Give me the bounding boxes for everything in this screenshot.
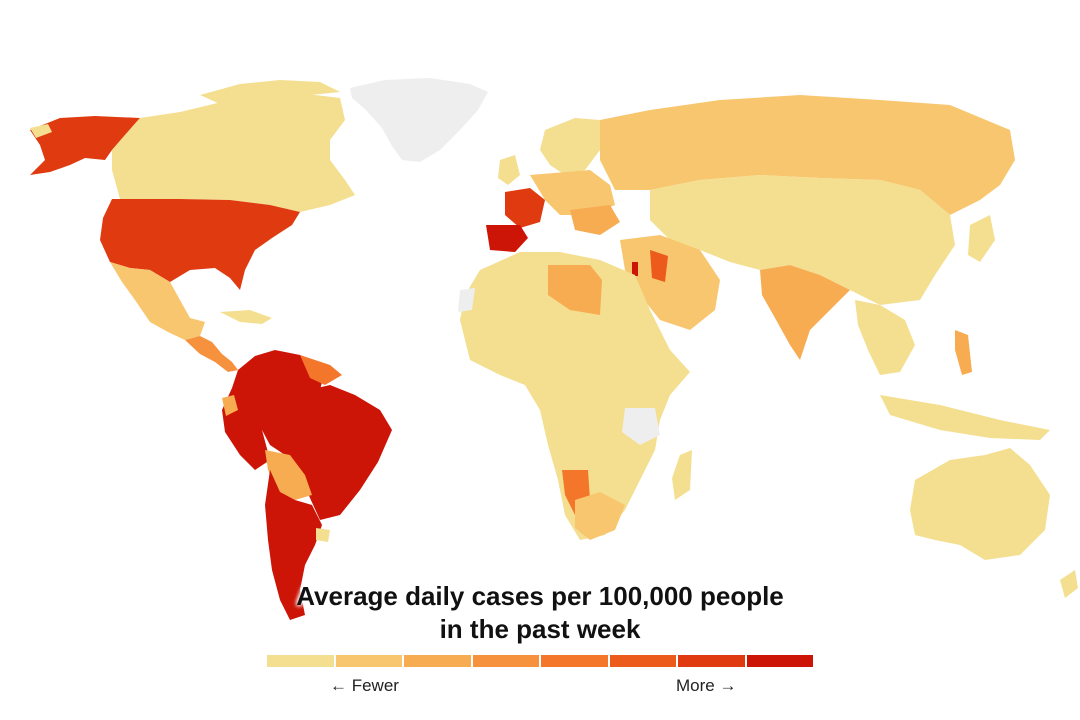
- region-greenland: [350, 78, 488, 162]
- map-title-line-1: Average daily cases per 100,000 people: [296, 581, 784, 611]
- region-russia: [600, 95, 1015, 215]
- region-balkans: [570, 205, 620, 235]
- region-aleutian: [30, 124, 52, 138]
- region-brazil: [262, 385, 392, 520]
- region-japan: [968, 215, 995, 262]
- region-central-asia: [650, 175, 955, 305]
- region-argentina-chile: [265, 470, 322, 620]
- legend-swatch-5: [541, 655, 608, 667]
- region-usa: [100, 199, 300, 290]
- region-middle-east: [620, 235, 720, 330]
- legend-swatch-1: [267, 655, 334, 667]
- region-mexico: [110, 262, 205, 340]
- region-libya: [548, 265, 602, 315]
- region-drc-nodata: [622, 408, 660, 445]
- region-caribbean: [220, 310, 272, 324]
- region-israel: [632, 262, 638, 276]
- region-canada-islands: [200, 80, 340, 104]
- legend-swatch-2: [335, 655, 402, 667]
- legend-swatch-6: [609, 655, 676, 667]
- region-south-africa: [575, 492, 625, 540]
- region-indonesia: [880, 395, 1050, 440]
- region-southeast-asia: [855, 300, 915, 375]
- region-africa: [460, 252, 690, 540]
- region-spain: [486, 225, 528, 252]
- region-france: [505, 188, 545, 228]
- legend-more-label: More →: [676, 676, 737, 695]
- region-uk: [498, 155, 520, 185]
- region-australia: [910, 448, 1050, 560]
- region-alaska: [30, 116, 140, 175]
- region-central-europe: [530, 170, 615, 215]
- region-central-america: [185, 336, 238, 372]
- region-india: [760, 265, 850, 360]
- region-canada: [112, 92, 355, 212]
- region-scandinavia: [540, 118, 600, 175]
- region-new-zealand: [1060, 570, 1078, 598]
- region-uruguay: [316, 528, 330, 542]
- legend-swatch-8: [746, 655, 813, 667]
- region-madagascar: [672, 450, 692, 500]
- map-title-line-2: in the past week: [439, 614, 641, 644]
- color-legend: [267, 655, 813, 667]
- region-philippines: [955, 330, 972, 375]
- region-guianas: [300, 355, 342, 385]
- legend-swatch-3: [404, 655, 471, 667]
- legend-swatch-7: [678, 655, 745, 667]
- region-iraq: [650, 250, 668, 282]
- region-ecuador: [222, 395, 238, 416]
- legend-fewer-label: ← Fewer: [330, 676, 399, 695]
- region-western-sahara: [458, 288, 475, 312]
- map-title: Average daily cases per 100,000 people i…: [240, 580, 840, 646]
- legend-swatch-4: [472, 655, 539, 667]
